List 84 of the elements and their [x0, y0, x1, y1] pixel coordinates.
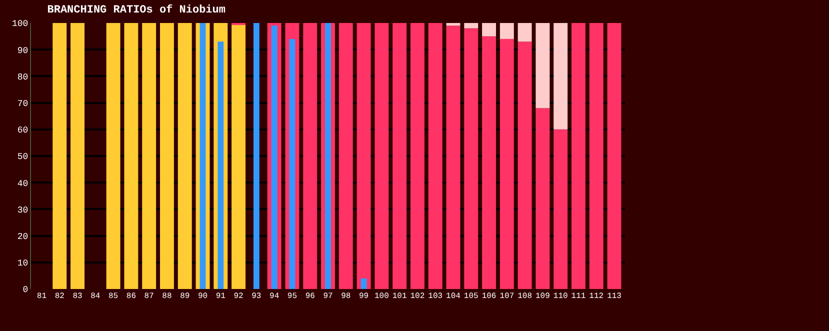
- x-tick-label: 86: [126, 292, 136, 301]
- x-tick-label: 104: [446, 292, 461, 301]
- bar: [325, 23, 331, 289]
- bar: [289, 38, 296, 289]
- x-tick-label: 88: [162, 292, 172, 301]
- x-tick-label: 99: [358, 292, 369, 301]
- bar: [589, 23, 604, 289]
- bar: [428, 23, 442, 289]
- bar: [500, 38, 514, 289]
- bar: [554, 129, 568, 289]
- bar: [218, 42, 224, 289]
- bar: [446, 23, 460, 26]
- x-tick-label: 98: [341, 292, 351, 301]
- x-tick-label: 102: [410, 292, 425, 301]
- x-tick-label: 111: [571, 292, 586, 301]
- bar: [536, 23, 550, 108]
- bar: [482, 36, 496, 289]
- bar: [303, 23, 318, 289]
- x-tick-label: 108: [518, 292, 532, 301]
- bar: [142, 23, 156, 289]
- y-tick-label: 30: [17, 205, 28, 216]
- bar: [52, 23, 67, 289]
- x-tick-label: 94: [270, 292, 280, 301]
- bar: [572, 23, 586, 289]
- x-tick-label: 107: [500, 292, 514, 301]
- x-tick-label: 103: [428, 292, 443, 301]
- x-tick-label: 81: [36, 292, 47, 301]
- bar: [374, 23, 389, 289]
- bar: [160, 23, 174, 289]
- bar: [518, 23, 532, 42]
- x-tick-label: 106: [482, 292, 496, 301]
- bar: [271, 26, 278, 289]
- bar: [356, 23, 371, 289]
- bar: [482, 23, 496, 36]
- x-tick-label: 110: [553, 292, 568, 301]
- bar: [106, 23, 120, 289]
- x-tick-label: 93: [252, 292, 262, 301]
- bar: [607, 23, 622, 289]
- x-tick-label: 112: [589, 292, 604, 301]
- y-tick-label: 0: [22, 285, 28, 296]
- x-tick-label: 109: [535, 292, 550, 301]
- x-tick-label: 113: [607, 292, 622, 301]
- x-tick-label: 89: [180, 292, 190, 301]
- bar: [464, 23, 478, 28]
- x-tick-label: 90: [198, 292, 208, 301]
- y-tick-label: 20: [17, 232, 28, 242]
- chart-title: BRANCHING RATIOs of Niobium: [47, 4, 226, 17]
- y-tick-label: 50: [17, 152, 28, 162]
- y-tick-label: 60: [17, 126, 28, 136]
- x-tick-label: 92: [234, 292, 244, 301]
- bar: [500, 23, 514, 39]
- x-tick-label: 85: [108, 292, 118, 301]
- y-tick-label: 10: [17, 258, 28, 269]
- x-tick-label: 97: [323, 292, 333, 301]
- bar: [554, 23, 568, 130]
- bar: [410, 23, 424, 289]
- y-tick-label: 100: [12, 19, 28, 30]
- x-tick-label: 91: [216, 292, 226, 301]
- bar: [232, 24, 246, 289]
- bar: [464, 28, 478, 289]
- bar: [70, 23, 84, 289]
- x-tick-label: 101: [392, 292, 407, 301]
- bar: [338, 23, 353, 289]
- x-tick-label: 87: [144, 292, 154, 301]
- x-tick-label: 82: [54, 292, 65, 301]
- x-tick-label: 83: [72, 292, 83, 301]
- y-tick-label: 40: [17, 178, 28, 189]
- x-tick-label: 84: [90, 292, 100, 301]
- bar: [360, 278, 367, 289]
- x-tick-label: 100: [374, 292, 390, 301]
- bar: [124, 23, 138, 289]
- y-tick-label: 90: [17, 46, 28, 56]
- x-tick-label: 96: [305, 292, 316, 301]
- bar: [392, 23, 407, 289]
- x-tick-label: 105: [464, 292, 479, 301]
- y-tick-label: 80: [17, 72, 28, 82]
- x-tick-label: 95: [287, 292, 298, 301]
- y-tick-label: 70: [17, 98, 28, 109]
- bar: [446, 26, 460, 289]
- bar: [518, 42, 532, 289]
- bar: [536, 108, 550, 289]
- bar: [253, 23, 260, 289]
- bar: [178, 23, 192, 289]
- bar: [200, 23, 206, 289]
